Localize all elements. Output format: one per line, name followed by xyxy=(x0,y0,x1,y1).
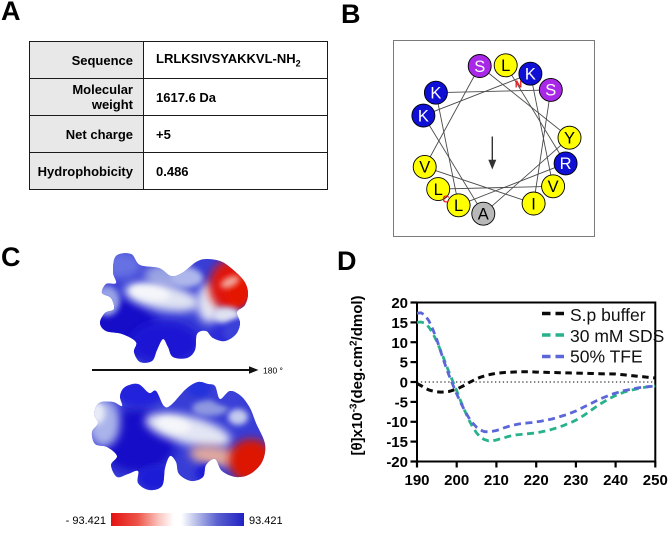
svg-text:C: C xyxy=(442,195,449,206)
svg-text:L: L xyxy=(454,197,463,215)
svg-text:15: 15 xyxy=(391,315,408,332)
svg-text:- 93.421: - 93.421 xyxy=(66,515,106,527)
svg-text:-10: -10 xyxy=(386,414,408,431)
svg-text:L: L xyxy=(501,57,510,75)
svg-text:30 mM SDS: 30 mM SDS xyxy=(570,326,664,346)
svg-text:A: A xyxy=(478,206,489,224)
svg-text:250: 250 xyxy=(643,472,668,489)
svg-text:Y: Y xyxy=(564,130,575,148)
svg-text:K: K xyxy=(525,66,536,84)
svg-text:230: 230 xyxy=(563,472,588,489)
svg-text:L: L xyxy=(434,181,443,199)
svg-text:240: 240 xyxy=(603,472,628,489)
svg-text:S: S xyxy=(474,58,485,76)
svg-text:K: K xyxy=(430,85,441,103)
svg-text:[θ]x10-3(deg.cm2/dmol): [θ]x10-3(deg.cm2/dmol) xyxy=(349,295,367,455)
svg-text:K: K xyxy=(418,107,429,125)
svg-text:200: 200 xyxy=(444,472,469,489)
svg-text:S: S xyxy=(545,82,556,100)
svg-text:50% TFE: 50% TFE xyxy=(570,347,643,367)
svg-text:220: 220 xyxy=(524,472,549,489)
svg-text:V: V xyxy=(419,159,430,177)
svg-text:10: 10 xyxy=(391,335,408,352)
svg-text:190: 190 xyxy=(404,472,429,489)
svg-text:5: 5 xyxy=(400,355,408,372)
svg-text:-20: -20 xyxy=(386,454,408,471)
svg-text:V: V xyxy=(548,178,559,196)
svg-text:0: 0 xyxy=(400,375,408,392)
svg-text:93.421: 93.421 xyxy=(249,515,283,527)
svg-text:210: 210 xyxy=(484,472,509,489)
svg-text:-15: -15 xyxy=(386,434,408,451)
svg-text:-5: -5 xyxy=(395,394,408,411)
svg-text:N: N xyxy=(515,80,522,91)
svg-text:S.p buffer: S.p buffer xyxy=(570,305,646,325)
svg-text:I: I xyxy=(531,195,536,213)
svg-text:R: R xyxy=(560,155,572,173)
svg-text:20: 20 xyxy=(391,295,408,312)
svg-text:180 °: 180 ° xyxy=(263,366,283,376)
